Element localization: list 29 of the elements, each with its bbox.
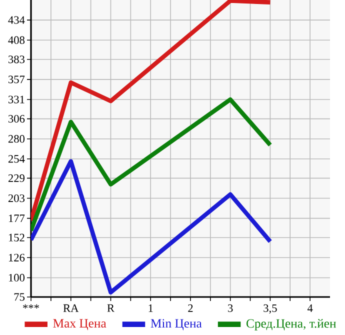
line-series bbox=[31, 159, 272, 295]
y-tick-label: 383 bbox=[8, 56, 25, 64]
y-tick-label: 126 bbox=[8, 254, 25, 262]
y-tick-label: 434 bbox=[8, 16, 25, 24]
legend-label: Min Цена bbox=[150, 319, 202, 330]
x-tick-label: 3,5 bbox=[264, 304, 277, 314]
y-tick-label: 152 bbox=[8, 234, 24, 242]
legend-label: Max Цена bbox=[53, 319, 106, 330]
x-tick-label: RA bbox=[63, 304, 79, 312]
line-series bbox=[31, 97, 272, 233]
x-tick-label: 1 bbox=[148, 304, 153, 312]
y-tick-label: 331 bbox=[8, 96, 24, 104]
x-tick-label: 4 bbox=[307, 304, 313, 312]
x-tick-label: *** bbox=[23, 304, 39, 309]
y-tick-label: 280 bbox=[8, 135, 25, 143]
y-tick-label: 254 bbox=[8, 155, 25, 163]
y-tick-label: 229 bbox=[8, 174, 24, 182]
x-tick-label: 2 bbox=[188, 304, 193, 312]
y-tick-label: 408 bbox=[8, 36, 25, 44]
x-tick-label: R bbox=[107, 304, 115, 312]
x-tick-label: 3 bbox=[228, 304, 233, 312]
y-tick-label: 306 bbox=[8, 114, 25, 123]
y-tick-label: 100 bbox=[8, 274, 25, 282]
y-tick-label: 75 bbox=[14, 293, 25, 301]
y-tick-label: 203 bbox=[8, 194, 25, 202]
legend-label: Сред.Цена, т.йен bbox=[246, 318, 336, 330]
line-series bbox=[31, 0, 272, 223]
y-tick-label: 177 bbox=[8, 214, 25, 222]
y-tick-label: 357 bbox=[8, 76, 25, 84]
